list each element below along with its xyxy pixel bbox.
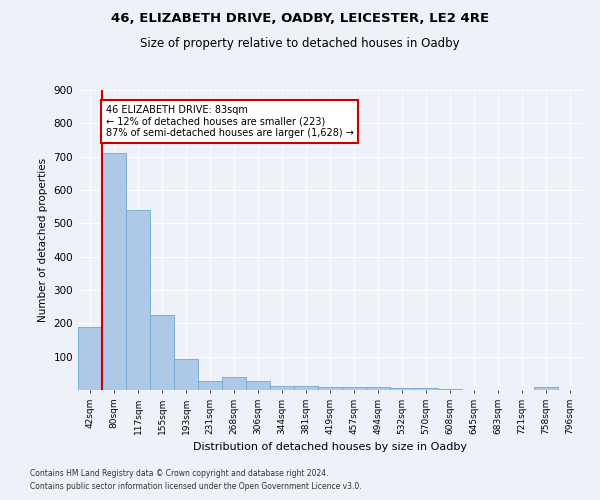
- Bar: [366, 388, 390, 390]
- Bar: [174, 359, 198, 390]
- Text: Contains HM Land Registry data © Crown copyright and database right 2024.: Contains HM Land Registry data © Crown c…: [30, 468, 329, 477]
- Text: 46, ELIZABETH DRIVE, OADBY, LEICESTER, LE2 4RE: 46, ELIZABETH DRIVE, OADBY, LEICESTER, L…: [111, 12, 489, 26]
- Bar: [198, 380, 222, 390]
- Bar: [534, 388, 558, 390]
- Bar: [438, 388, 462, 390]
- Bar: [222, 376, 246, 390]
- Bar: [126, 210, 150, 390]
- Bar: [414, 388, 438, 390]
- Bar: [318, 386, 342, 390]
- Bar: [246, 381, 270, 390]
- X-axis label: Distribution of detached houses by size in Oadby: Distribution of detached houses by size …: [193, 442, 467, 452]
- Bar: [342, 388, 366, 390]
- Bar: [150, 315, 174, 390]
- Bar: [102, 154, 126, 390]
- Text: Contains public sector information licensed under the Open Government Licence v3: Contains public sector information licen…: [30, 482, 362, 491]
- Y-axis label: Number of detached properties: Number of detached properties: [38, 158, 48, 322]
- Bar: [390, 388, 414, 390]
- Bar: [294, 386, 318, 390]
- Bar: [270, 386, 294, 390]
- Text: Size of property relative to detached houses in Oadby: Size of property relative to detached ho…: [140, 38, 460, 51]
- Bar: [78, 326, 102, 390]
- Text: 46 ELIZABETH DRIVE: 83sqm
← 12% of detached houses are smaller (223)
87% of semi: 46 ELIZABETH DRIVE: 83sqm ← 12% of detac…: [106, 105, 353, 138]
